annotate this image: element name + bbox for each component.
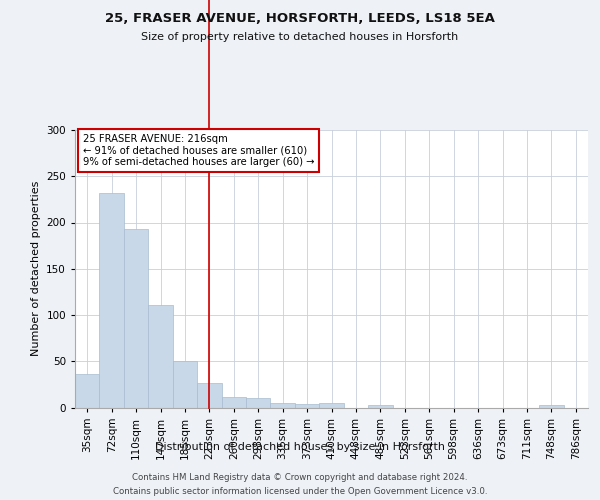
Bar bbox=[319, 403, 344, 407]
Text: Contains public sector information licensed under the Open Government Licence v3: Contains public sector information licen… bbox=[113, 488, 487, 496]
Bar bbox=[100, 193, 124, 408]
Bar bbox=[246, 398, 271, 407]
Text: Size of property relative to detached houses in Horsforth: Size of property relative to detached ho… bbox=[142, 32, 458, 42]
Text: Contains HM Land Registry data © Crown copyright and database right 2024.: Contains HM Land Registry data © Crown c… bbox=[132, 472, 468, 482]
Bar bbox=[295, 404, 319, 407]
Text: 25, FRASER AVENUE, HORSFORTH, LEEDS, LS18 5EA: 25, FRASER AVENUE, HORSFORTH, LEEDS, LS1… bbox=[105, 12, 495, 26]
Bar bbox=[124, 229, 148, 408]
Text: 25 FRASER AVENUE: 216sqm
← 91% of detached houses are smaller (610)
9% of semi-d: 25 FRASER AVENUE: 216sqm ← 91% of detach… bbox=[83, 134, 314, 168]
Bar bbox=[368, 404, 392, 407]
Bar bbox=[539, 404, 563, 407]
Y-axis label: Number of detached properties: Number of detached properties bbox=[31, 181, 41, 356]
Bar bbox=[148, 305, 173, 408]
Bar bbox=[197, 384, 221, 407]
Bar bbox=[271, 403, 295, 407]
Bar bbox=[221, 398, 246, 407]
Bar bbox=[75, 374, 100, 408]
Bar bbox=[173, 361, 197, 408]
Text: Distribution of detached houses by size in Horsforth: Distribution of detached houses by size … bbox=[155, 442, 445, 452]
